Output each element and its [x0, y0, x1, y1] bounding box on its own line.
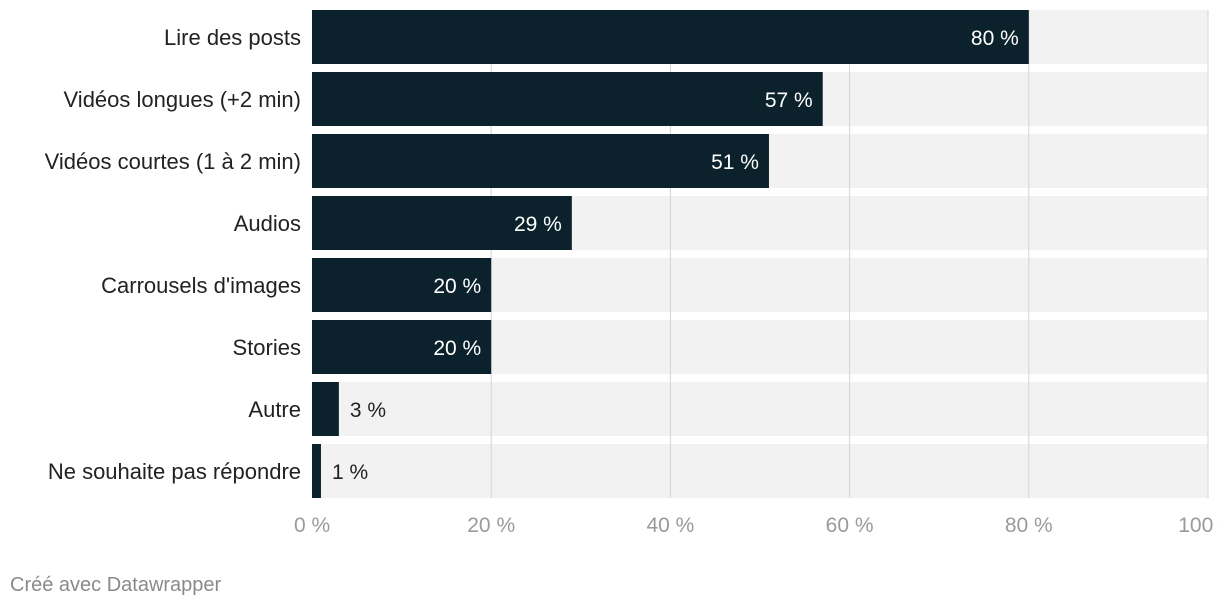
- value-label: 1 %: [332, 461, 368, 484]
- value-label: 57 %: [765, 89, 813, 112]
- bar: [312, 10, 1029, 64]
- x-tick-label: 80 %: [1005, 514, 1053, 537]
- x-tick-label: 100 %: [1178, 514, 1220, 537]
- bar: [312, 320, 492, 374]
- category-label: Autre: [248, 397, 301, 422]
- category-label: Ne souhaite pas répondre: [48, 459, 301, 484]
- value-label: 20 %: [433, 337, 481, 360]
- bar: [312, 382, 339, 436]
- bar-track: [312, 444, 1208, 498]
- category-label: Stories: [233, 335, 301, 360]
- category-label: Carrousels d'images: [101, 273, 301, 298]
- category-label: Vidéos courtes (1 à 2 min): [45, 149, 301, 174]
- bar: [312, 196, 572, 250]
- category-label: Vidéos longues (+2 min): [64, 87, 301, 112]
- value-label: 3 %: [350, 399, 386, 422]
- value-label: 51 %: [711, 151, 759, 174]
- bar: [312, 72, 823, 126]
- category-label: Audios: [234, 211, 301, 236]
- bar: [312, 258, 492, 312]
- datawrapper-credit[interactable]: Créé avec Datawrapper: [10, 574, 222, 596]
- bar: [312, 444, 321, 498]
- category-label: Lire des posts: [164, 25, 301, 50]
- bar-chart: Lire des posts 80 % Vidéos longues (+2 min…: [45, 10, 1220, 537]
- value-label: 20 %: [433, 275, 481, 298]
- value-label: 80 %: [971, 27, 1019, 50]
- bar-track: [312, 382, 1208, 436]
- x-tick-label: 60 %: [826, 514, 874, 537]
- value-label: 29 %: [514, 213, 562, 236]
- bar: [312, 134, 769, 188]
- x-tick-label: 0 %: [294, 514, 330, 537]
- x-tick-label: 40 %: [646, 514, 694, 537]
- x-tick-label: 20 %: [467, 514, 515, 537]
